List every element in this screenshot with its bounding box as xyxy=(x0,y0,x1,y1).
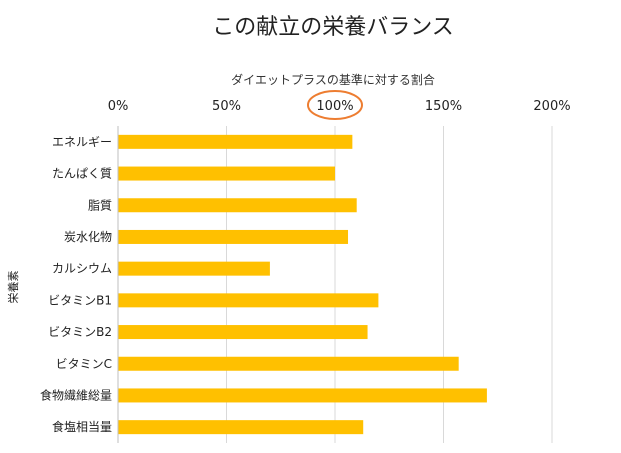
x-axis-title: ダイエットプラスの基準に対する割合 xyxy=(231,72,435,87)
bars xyxy=(118,134,487,435)
category-label: ビタミンB1 xyxy=(48,293,112,307)
bar xyxy=(118,293,379,308)
bar xyxy=(118,325,368,340)
x-tick-label: 100% xyxy=(316,99,353,114)
category-label: エネルギー xyxy=(52,135,112,149)
category-label: 脂質 xyxy=(88,197,112,212)
highlight-100-circle xyxy=(307,90,363,120)
category-label: 食物繊維総量 xyxy=(40,387,112,402)
y-axis-title: 栄養素 xyxy=(6,271,20,304)
x-tick-label: 0% xyxy=(108,99,129,114)
x-tick-labels: 0% 50% 100% 150% 200% xyxy=(108,99,571,114)
x-tick-label: 50% xyxy=(212,99,241,114)
bar xyxy=(118,356,459,371)
bar xyxy=(118,229,349,244)
bar xyxy=(118,134,353,149)
bar xyxy=(118,198,357,213)
category-label: ビタミンB2 xyxy=(48,325,112,339)
bar xyxy=(118,420,364,435)
category-label: 食塩相当量 xyxy=(52,419,112,434)
bar xyxy=(118,166,335,181)
category-label: ビタミンC xyxy=(56,357,112,371)
category-label: 炭水化物 xyxy=(64,230,112,244)
chart-title: この献立の栄養バランス xyxy=(212,15,454,40)
x-tick-label: 200% xyxy=(533,99,570,114)
category-label: カルシウム xyxy=(52,262,112,276)
bar xyxy=(118,261,270,276)
category-label: たんぱく質 xyxy=(52,166,112,181)
bar xyxy=(118,388,487,403)
x-tick-label: 150% xyxy=(425,99,462,114)
